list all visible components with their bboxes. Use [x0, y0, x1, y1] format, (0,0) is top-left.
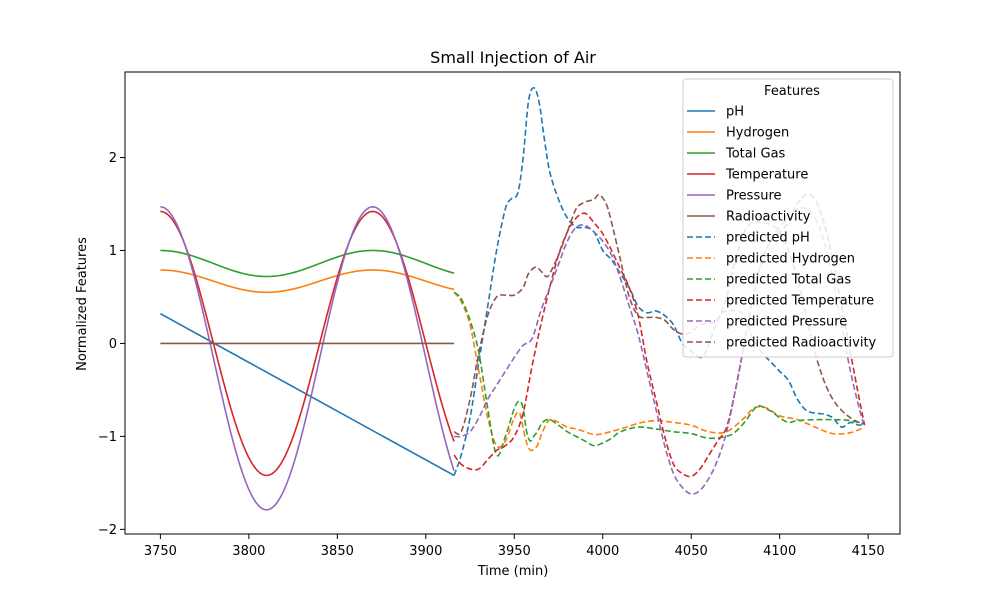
series-line-pressure — [160, 205, 455, 511]
chart-title: Small Injection of Air — [430, 48, 596, 67]
series-line-predicted-ph — [453, 87, 866, 476]
legend-label-ph: pH — [726, 105, 744, 120]
x-tick-label: 4050 — [675, 544, 708, 559]
y-tick-label: 1 — [109, 244, 117, 259]
x-tick-label: 4000 — [586, 544, 619, 559]
x-tick-label: 3900 — [409, 544, 442, 559]
series-line-predicted-hydrogen — [453, 291, 865, 452]
y-tick-label: −1 — [98, 430, 117, 445]
legend-label-predicted-pressure: predicted Pressure — [726, 315, 847, 330]
x-tick-label: 3750 — [144, 544, 177, 559]
y-tick-label: 2 — [109, 151, 117, 166]
legend-box — [682, 78, 894, 358]
y-tick-label: −2 — [98, 523, 117, 538]
series-line-total-gas — [160, 249, 455, 278]
legend-title: Features — [764, 84, 820, 99]
legend-label-predicted-total-gas: predicted Total Gas — [726, 273, 851, 288]
x-tick-label: 3850 — [321, 544, 354, 559]
legend-label-temperature: Temperature — [725, 168, 808, 183]
axes-frame — [124, 71, 901, 535]
series-line-predicted-total-gas — [453, 291, 865, 457]
series-line-temperature — [160, 210, 455, 477]
legend-label-predicted-ph: predicted pH — [726, 231, 810, 246]
x-tick-label: 3950 — [498, 544, 531, 559]
y-tick-label: 0 — [109, 337, 117, 352]
y-axis-label: Normalized Features — [75, 237, 90, 371]
legend-label-pressure: Pressure — [726, 189, 782, 204]
x-tick-label: 4150 — [852, 544, 885, 559]
legend-label-radioactivity: Radioactivity — [726, 210, 811, 225]
legend-label-predicted-temperature: predicted Temperature — [726, 294, 874, 309]
legend-label-hydrogen: Hydrogen — [726, 126, 789, 141]
x-axis-label: Time (min) — [477, 564, 549, 579]
legend-label-total-gas: Total Gas — [725, 147, 786, 162]
legend: Features pH Hydrogen Total Gas Temperature Pr… — [682, 78, 894, 358]
legend-label-predicted-hydrogen: predicted Hydrogen — [726, 252, 855, 267]
legend-label-predicted-radioactivity: predicted Radioactivity — [726, 336, 877, 351]
x-tick-label: 3800 — [232, 544, 265, 559]
x-tick-label: 4100 — [763, 544, 796, 559]
series-line-hydrogen — [160, 269, 455, 294]
axes: 3750 3800 3850 3900 3950 4000 4050 4100 4150 −2 −1… — [98, 71, 901, 559]
